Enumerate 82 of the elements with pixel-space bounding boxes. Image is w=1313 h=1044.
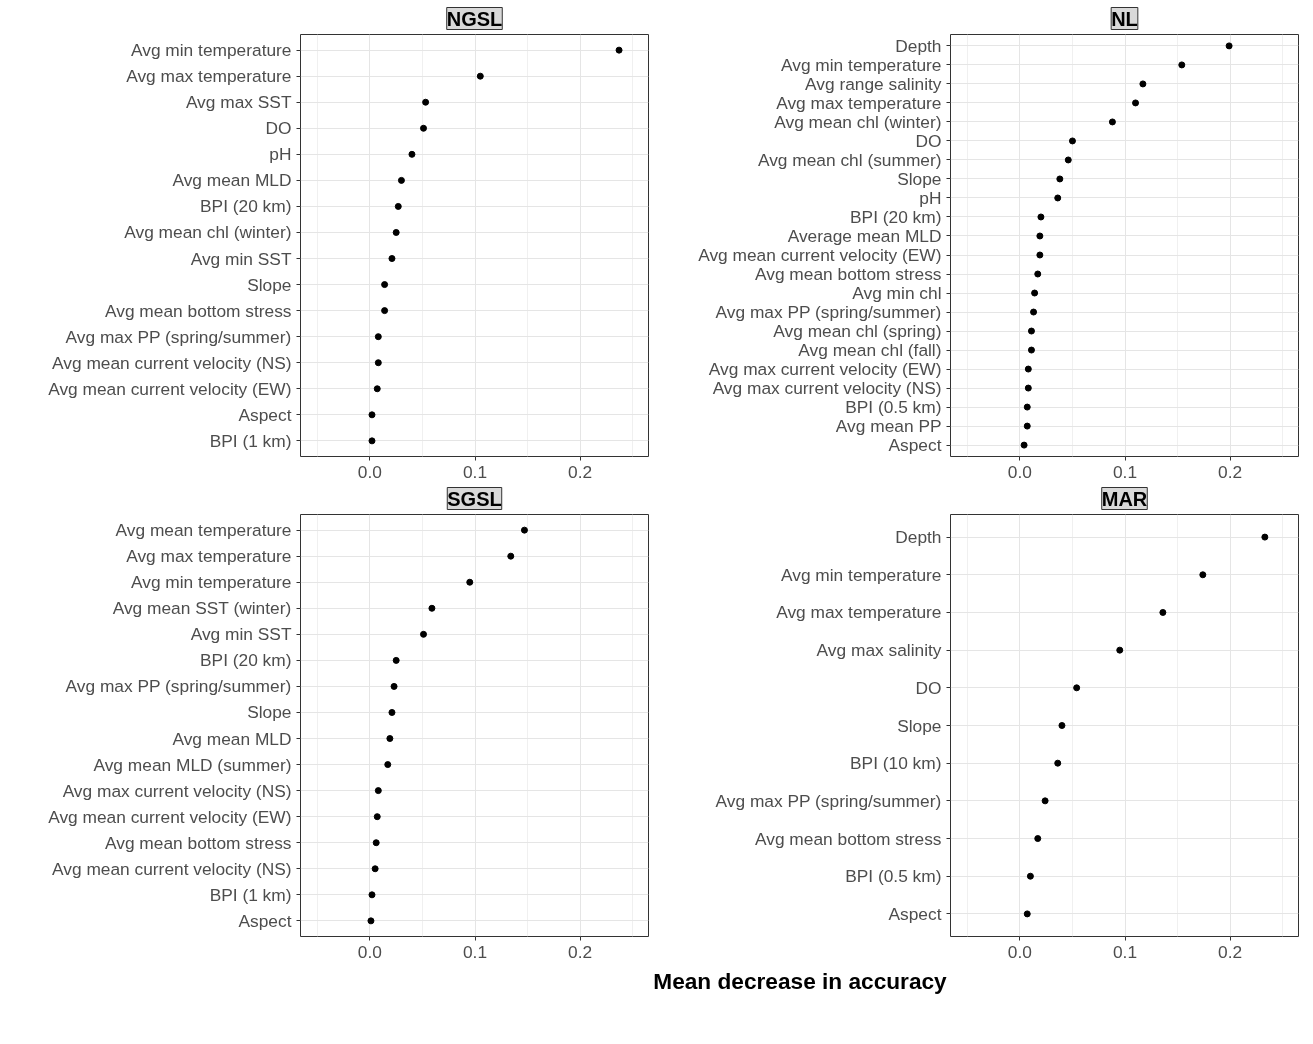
- y-tick-label: Slope: [247, 702, 292, 723]
- y-tick-label: Avg min chl: [852, 283, 942, 304]
- y-tick-label: Avg mean chl (fall): [798, 340, 942, 361]
- y-tick-label: Aspect: [888, 903, 942, 924]
- y-tick-label: BPI (10 km): [850, 753, 942, 774]
- y-tick-label: Slope: [247, 274, 292, 295]
- chart-title: MAR: [1101, 487, 1148, 510]
- y-tick-label: Avg max PP (spring/summer): [715, 302, 942, 323]
- y-tick-label: Average mean MLD: [787, 226, 942, 246]
- y-tick-label: Avg range salinity: [805, 73, 942, 94]
- y-tick-label: Avg mean chl (summer): [757, 149, 942, 170]
- y-tick-label: BPI (0.5 km): [845, 397, 942, 418]
- y-tick-label: Avg max current velocity (EW): [708, 359, 942, 380]
- x-tick-label: 0.0: [357, 941, 382, 962]
- x-tick-label: 0.2: [1218, 941, 1243, 962]
- y-tick-label: Avg mean chl (spring): [773, 321, 942, 342]
- x-tick-label: 0.1: [462, 461, 488, 482]
- y-tick-label: DO: [915, 130, 942, 151]
- y-tick-label: Aspect: [238, 910, 292, 931]
- y-tick-label: Avg mean temperature: [115, 520, 292, 541]
- y-tick-label: Avg max temperature: [126, 546, 292, 567]
- x-tick-label: 0.0: [1007, 461, 1032, 482]
- y-tick-label: Avg mean chl (winter): [774, 111, 942, 132]
- x-tick-label: 0.2: [568, 941, 593, 962]
- y-tick-label: Avg mean current velocity (NS): [52, 352, 292, 373]
- y-tick-label: Avg mean bottom stress: [104, 832, 292, 853]
- x-tick-label: 0.0: [357, 461, 382, 482]
- y-tick-label: DO: [265, 118, 292, 139]
- y-tick-label: pH: [269, 144, 292, 165]
- y-tick-label: Aspect: [888, 435, 942, 456]
- y-tick-label: Avg mean current velocity (EW): [698, 245, 942, 265]
- y-tick-label: Avg min SST: [190, 624, 292, 645]
- y-tick-label: Avg max PP (spring/summer): [65, 326, 292, 347]
- y-tick-label: Avg min SST: [190, 248, 292, 269]
- y-tick-label: Avg mean SST (winter): [112, 598, 292, 619]
- y-tick-label: BPI (1 km): [209, 884, 292, 905]
- y-tick-label: Avg max PP (spring/summer): [715, 790, 942, 811]
- chart-title: NGSL: [446, 7, 503, 30]
- y-tick-label: DO: [915, 677, 942, 698]
- y-tick-label: Depth: [895, 527, 942, 548]
- x-axis-title: Mean decrease in accuracy: [653, 967, 947, 996]
- x-tick-label: 0.0: [1007, 941, 1032, 962]
- y-tick-label: Avg max temperature: [776, 602, 942, 623]
- y-tick-label: Avg mean current velocity (NS): [52, 858, 292, 879]
- x-tick-label: 0.2: [568, 461, 593, 482]
- x-tick-label: 0.1: [1112, 941, 1138, 962]
- y-tick-label: Avg min temperature: [130, 40, 292, 61]
- x-tick-label: 0.1: [1112, 461, 1138, 482]
- y-tick-label: Slope: [897, 168, 942, 189]
- y-tick-label: BPI (20 km): [850, 206, 942, 227]
- y-tick-label: pH: [919, 187, 942, 208]
- y-tick-label: BPI (20 km): [200, 650, 292, 671]
- y-tick-label: Avg mean bottom stress: [754, 264, 942, 285]
- y-tick-label: Avg mean PP: [835, 416, 942, 437]
- y-tick-label: Depth: [895, 35, 942, 56]
- chart-title: NL: [1111, 7, 1138, 30]
- y-tick-label: BPI (20 km): [200, 196, 292, 217]
- y-tick-label: Avg mean current velocity (EW): [48, 806, 292, 827]
- y-tick-label: Avg mean bottom stress: [754, 828, 942, 849]
- y-tick-label: Avg mean current velocity (EW): [48, 378, 292, 399]
- y-tick-label: Avg max current velocity (NS): [62, 780, 292, 801]
- y-tick-label: Avg max temperature: [776, 92, 942, 113]
- y-tick-label: Avg min temperature: [780, 54, 942, 75]
- y-tick-label: Avg min temperature: [130, 572, 292, 593]
- y-tick-label: BPI (1 km): [209, 430, 292, 451]
- y-tick-label: Slope: [897, 715, 942, 736]
- y-tick-label: Avg max current velocity (NS): [712, 378, 942, 399]
- x-tick-label: 0.2: [1218, 461, 1243, 482]
- y-tick-label: Avg min temperature: [780, 564, 942, 585]
- y-tick-label: Avg mean chl (winter): [124, 222, 292, 243]
- y-tick-label: Avg max temperature: [126, 66, 292, 87]
- y-tick-label: Avg max SST: [185, 92, 292, 113]
- y-tick-label: Avg mean MLD: [172, 170, 292, 191]
- y-tick-label: Avg mean MLD: [172, 728, 292, 749]
- chart-title: SGSL: [447, 487, 502, 510]
- x-tick-label: 0.1: [462, 941, 488, 962]
- y-tick-label: Avg mean MLD (summer): [93, 754, 292, 775]
- y-tick-label: Avg mean bottom stress: [104, 300, 292, 321]
- y-tick-label: BPI (0.5 km): [845, 866, 942, 887]
- y-tick-label: Avg max PP (spring/summer): [65, 676, 292, 697]
- y-tick-label: Aspect: [238, 404, 292, 425]
- y-tick-label: Avg max salinity: [816, 640, 942, 661]
